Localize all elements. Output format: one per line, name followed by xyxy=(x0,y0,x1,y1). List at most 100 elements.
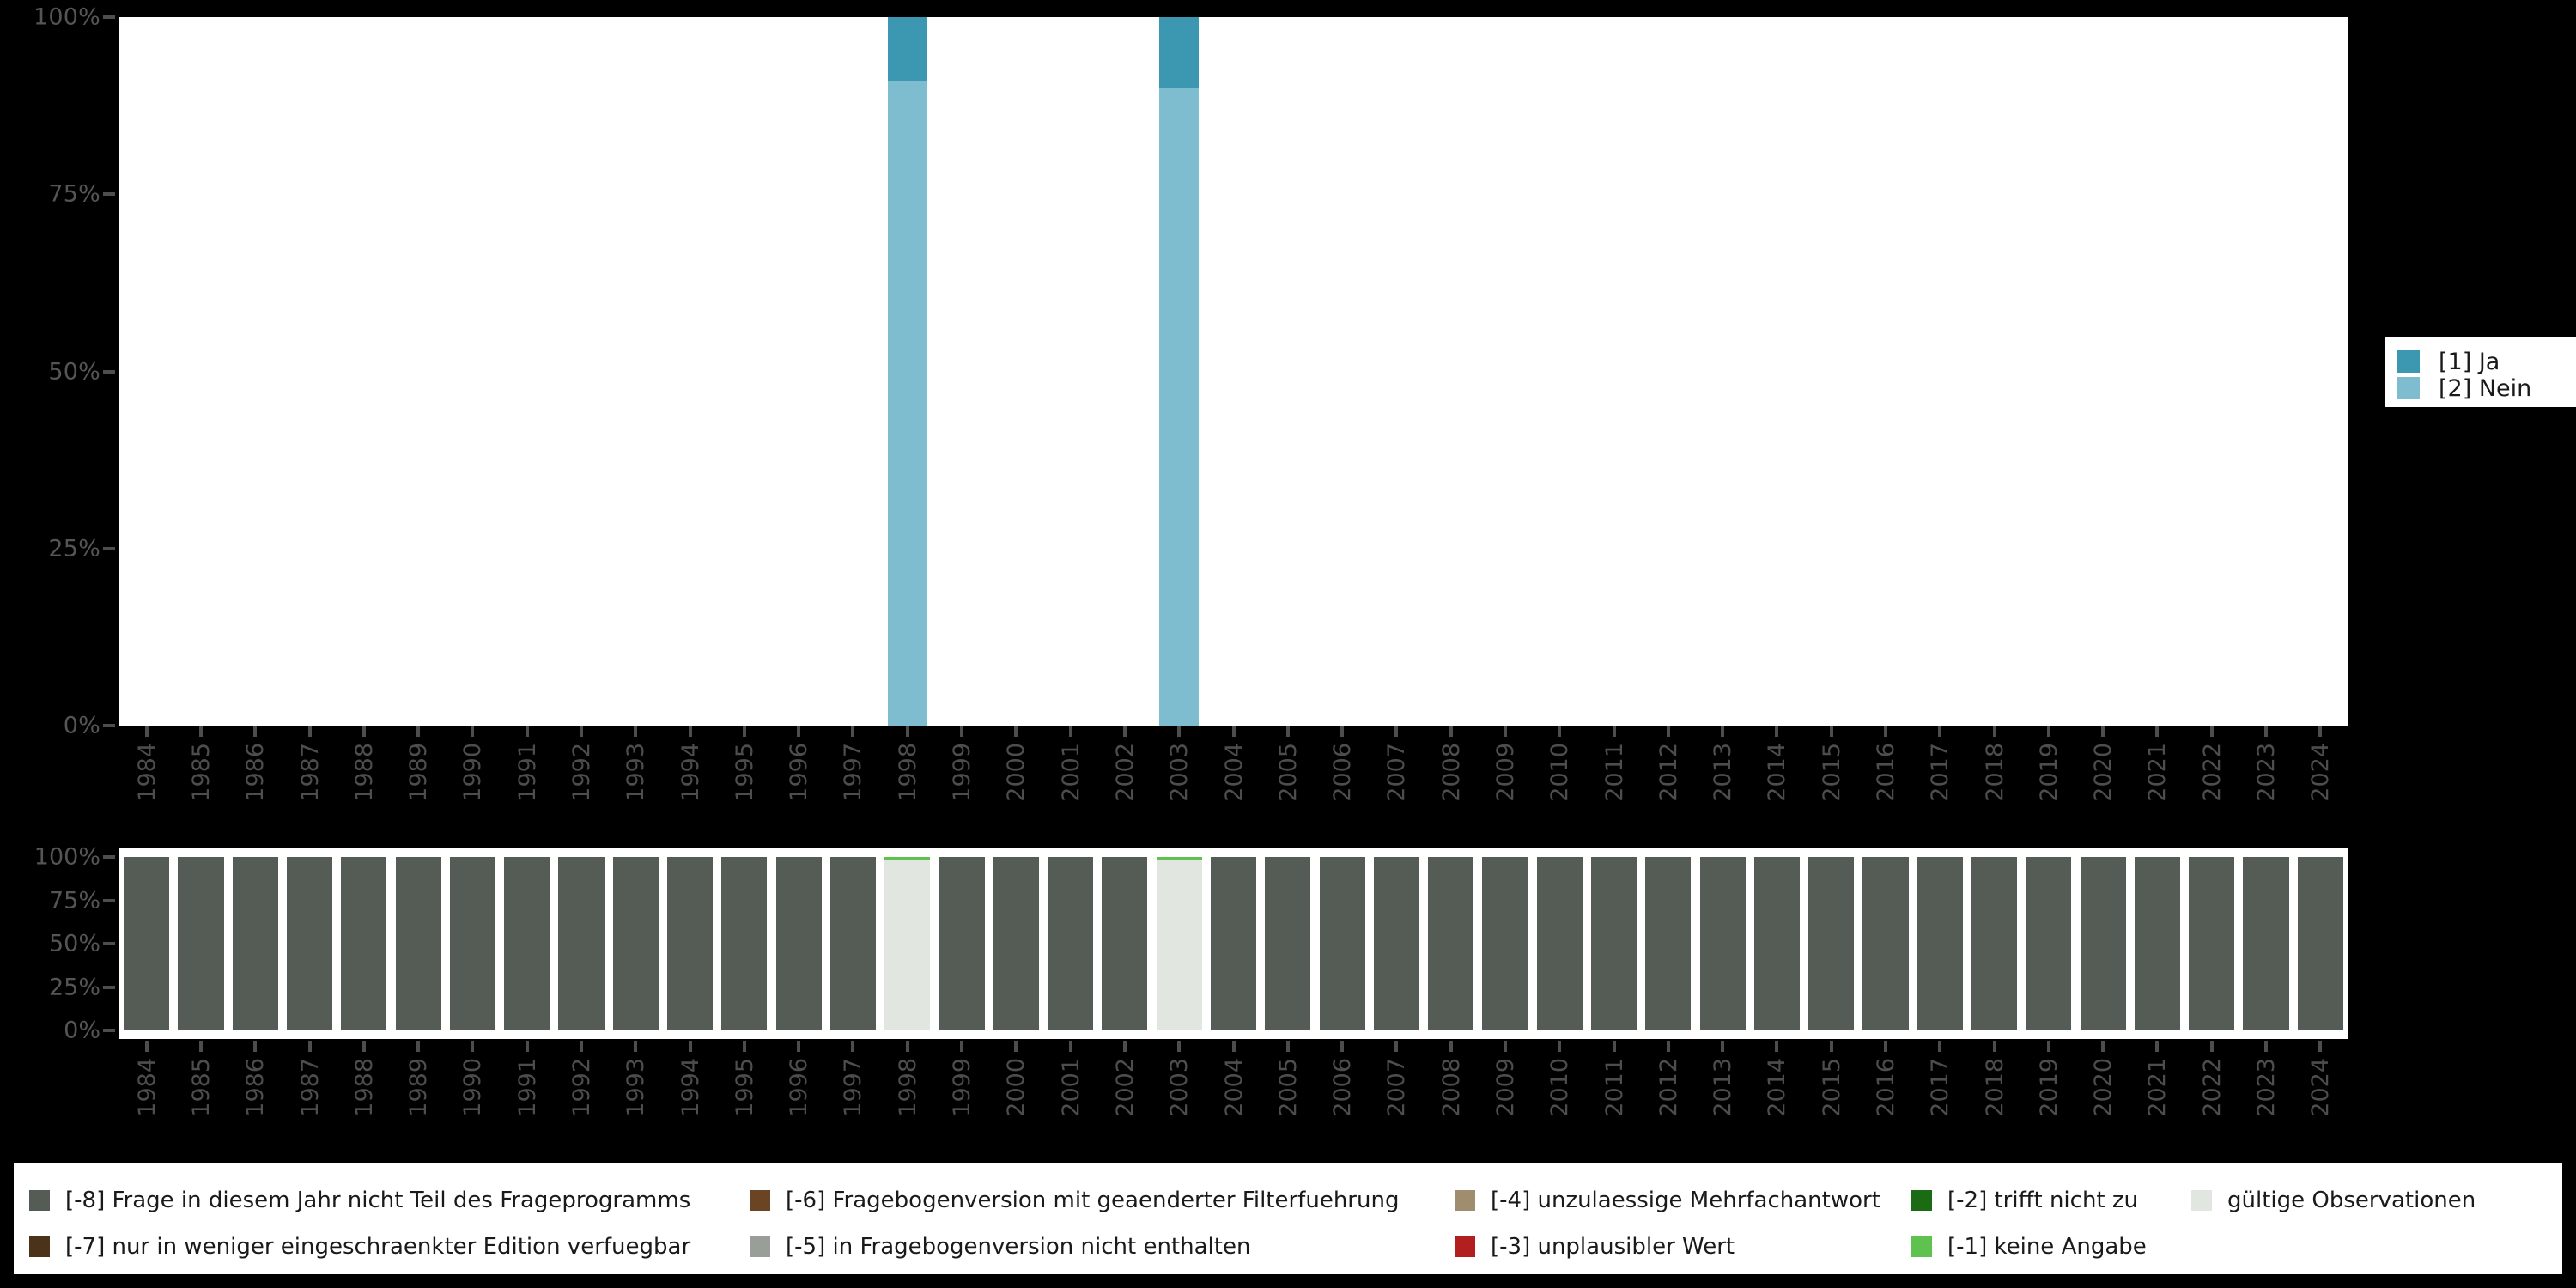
bottom-x-tick-mark xyxy=(1612,1041,1616,1052)
bottom-bar-2009 xyxy=(1482,857,1528,1030)
bottom-bar-segment xyxy=(2297,857,2343,1030)
bottom-y-tick-mark xyxy=(103,1029,115,1032)
main-x-tick-mark xyxy=(851,726,855,737)
main-x-tick-mark xyxy=(2318,726,2323,737)
main-x-tick-mark xyxy=(361,726,366,737)
main-x-tick-label: 2001 xyxy=(1057,743,1084,802)
bottom-bar-segment xyxy=(1156,857,1202,860)
legend-missing-item-6[interactable]: [-3] unplausibler Wert xyxy=(1455,1232,1735,1261)
main-y-tick-label: 0% xyxy=(63,712,100,739)
legend-swatch-icon xyxy=(750,1236,770,1257)
main-x-tick-mark xyxy=(144,726,149,737)
legend-missing-item-5[interactable]: [-4] unzulaessige Mehrfachantwort xyxy=(1455,1186,1880,1215)
bottom-x-tick-mark xyxy=(1122,1041,1127,1052)
main-x-tick-label: 1993 xyxy=(623,743,650,802)
bottom-y-tick-mark xyxy=(103,855,115,859)
bottom-bar-segment xyxy=(1917,857,1963,1030)
legend-item-1[interactable]: [1] Ja xyxy=(2397,349,2500,374)
bottom-bar-2003 xyxy=(1156,857,1202,1030)
bottom-bar-2024 xyxy=(2297,857,2343,1030)
bottom-bar-segment xyxy=(1373,857,1419,1030)
legend-missing-item-8[interactable]: [-1] keine Angabe xyxy=(1911,1232,2147,1261)
bottom-x-tick-label: 1991 xyxy=(513,1058,541,1117)
legend-missing-item-4[interactable]: [-5] in Fragebogenversion nicht enthalte… xyxy=(750,1232,1250,1261)
main-x-tick-label: 1987 xyxy=(296,743,324,802)
bottom-x-tick-mark xyxy=(2046,1041,2050,1052)
bottom-x-tick-mark xyxy=(1558,1041,1562,1052)
main-plot-area xyxy=(119,17,2348,726)
main-x-tick-label: 2023 xyxy=(2253,743,2281,802)
bottom-x-tick-label: 2010 xyxy=(1546,1058,1574,1117)
legend-missing-item-3[interactable]: [-6] Fragebogenversion mit geaenderter F… xyxy=(750,1186,1399,1215)
bottom-x-tick-mark xyxy=(634,1041,638,1052)
bottom-x-tick-mark xyxy=(1992,1041,1996,1052)
bottom-x-tick-label: 1986 xyxy=(242,1058,270,1117)
main-x-tick-mark xyxy=(960,726,964,737)
main-x-tick-mark xyxy=(1503,726,1507,737)
legend-missing-item-7[interactable]: [-2] trifft nicht zu xyxy=(1911,1186,2138,1215)
bottom-bar-segment xyxy=(1319,857,1365,1030)
bottom-x-tick-label: 1985 xyxy=(187,1058,215,1117)
main-x-tick-mark xyxy=(1558,726,1562,737)
bottom-y-tick-mark xyxy=(103,942,115,945)
bottom-y-tick-mark xyxy=(103,985,115,989)
bottom-bar-1993 xyxy=(612,857,659,1030)
bottom-y-tick-label: 0% xyxy=(64,1017,100,1044)
main-x-tick-mark xyxy=(416,726,421,737)
legend-missing-item-label: [-2] trifft nicht zu xyxy=(1947,1188,2139,1213)
bottom-x-tick-mark xyxy=(1938,1041,1942,1052)
main-y-tick-label: 100% xyxy=(33,3,100,31)
main-x-tick-mark xyxy=(1666,726,1670,737)
bottom-bar-segment xyxy=(1156,859,1202,1030)
bottom-bar-segment xyxy=(2134,857,2181,1030)
bottom-bar-2000 xyxy=(993,857,1039,1030)
main-x-tick-mark xyxy=(1122,726,1127,737)
bottom-x-tick-label: 2018 xyxy=(1981,1058,2008,1117)
bottom-x-tick-mark xyxy=(851,1041,855,1052)
bottom-x-tick-label: 2023 xyxy=(2253,1058,2281,1117)
main-x-tick-mark xyxy=(1231,726,1236,737)
bottom-x-tick-label: 2002 xyxy=(1111,1058,1139,1117)
bottom-x-tick-mark xyxy=(525,1041,529,1052)
bottom-x-tick-mark xyxy=(2155,1041,2160,1052)
legend-item-2[interactable]: [2] Nein xyxy=(2397,375,2531,401)
bottom-x-tick-label: 2007 xyxy=(1383,1058,1411,1117)
bottom-x-tick-mark xyxy=(2101,1041,2105,1052)
bottom-bar-2006 xyxy=(1319,857,1365,1030)
bottom-x-tick-mark xyxy=(1884,1041,1887,1052)
main-x-tick-label: 1998 xyxy=(894,743,921,802)
bottom-x-tick-mark xyxy=(1721,1041,1725,1052)
main-x-tick-mark xyxy=(1068,726,1072,737)
main-x-tick-label: 2015 xyxy=(1818,743,1845,802)
main-bar-1998 xyxy=(887,17,927,726)
main-x-tick-label: 2012 xyxy=(1655,743,1682,802)
main-x-tick-mark xyxy=(525,726,529,737)
bottom-bar-segment xyxy=(1862,857,1909,1030)
legend-missing-item-label: [-8] Frage in diesem Jahr nicht Teil des… xyxy=(65,1188,691,1213)
bottom-bar-2008 xyxy=(1428,857,1474,1030)
legend-missing-item-9[interactable]: gültige Observationen xyxy=(2191,1186,2476,1215)
bottom-x-tick-label: 1993 xyxy=(623,1058,650,1117)
main-x-tick-mark xyxy=(2209,726,2214,737)
bottom-x-tick-mark xyxy=(1285,1041,1290,1052)
bottom-x-tick-mark xyxy=(361,1041,366,1052)
bottom-x-tick-mark xyxy=(416,1041,421,1052)
main-x-tick-mark xyxy=(1340,726,1345,737)
main-bar-2003 xyxy=(1159,17,1199,726)
main-x-tick-label: 1986 xyxy=(242,743,270,802)
legend-missing-item-1[interactable]: [-8] Frage in diesem Jahr nicht Teil des… xyxy=(29,1186,690,1215)
bottom-x-tick-label: 1988 xyxy=(350,1058,378,1117)
bottom-bar-segment xyxy=(829,857,877,1030)
main-x-tick-mark xyxy=(1938,726,1942,737)
legend-item-label: [2] Nein xyxy=(2439,374,2532,402)
main-x-tick-mark xyxy=(198,726,203,737)
main-bars-group xyxy=(119,17,2348,726)
main-x-tick-label: 2010 xyxy=(1546,743,1574,802)
main-x-tick-label: 1997 xyxy=(840,743,867,802)
legend-swatch-icon xyxy=(1455,1190,1475,1211)
legend-missing-item-label: [-3] unplausibler Wert xyxy=(1491,1234,1735,1260)
bottom-x-tick-mark xyxy=(1231,1041,1236,1052)
main-y-tick-mark xyxy=(103,15,115,19)
legend-missing-item-2[interactable]: [-7] nur in weniger eingeschraenkter Edi… xyxy=(29,1232,690,1261)
main-y-tick-mark xyxy=(103,724,115,727)
